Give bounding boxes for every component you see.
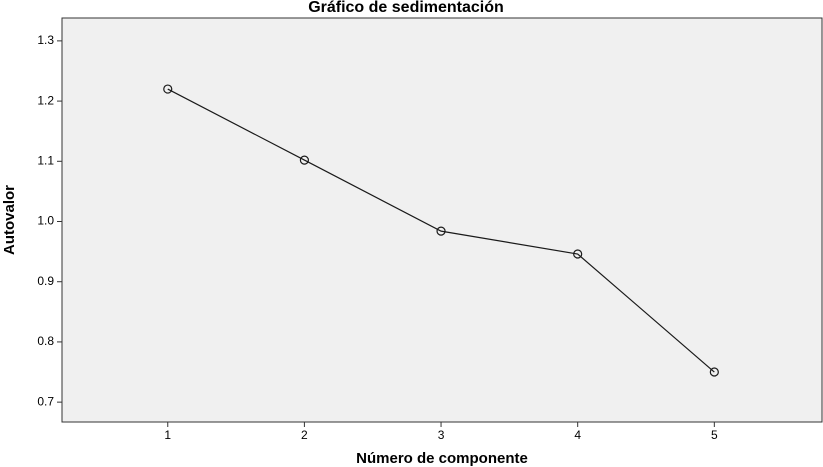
- x-tick-label: 3: [438, 428, 445, 442]
- y-tick-label: 1.0: [37, 214, 54, 228]
- point: [299, 155, 310, 165]
- x-tick-label: 5: [711, 428, 718, 442]
- y-tick-label: 0.8: [37, 334, 54, 348]
- y-tick-label: 1.1: [37, 153, 54, 167]
- y-tick-label: 0.7: [37, 394, 54, 408]
- y-tick-label: 0.9: [37, 274, 54, 288]
- x-tick-label: 4: [574, 428, 581, 442]
- line: [167, 88, 715, 373]
- y-tick-label: 1.2: [37, 93, 54, 107]
- x-tick-label: 2: [301, 428, 308, 442]
- point: [163, 84, 173, 94]
- point: [436, 226, 446, 236]
- plot-area: [61, 17, 823, 423]
- y-axis-label: Autovalor: [1, 185, 18, 255]
- point: [573, 249, 583, 259]
- point: [709, 367, 719, 377]
- x-axis-label: Número de componente: [356, 450, 528, 467]
- x-tick-label: 1: [164, 428, 171, 442]
- chart-title: Gráfico de sedimentación: [308, 0, 504, 16]
- y-tick-label: 1.3: [37, 33, 54, 47]
